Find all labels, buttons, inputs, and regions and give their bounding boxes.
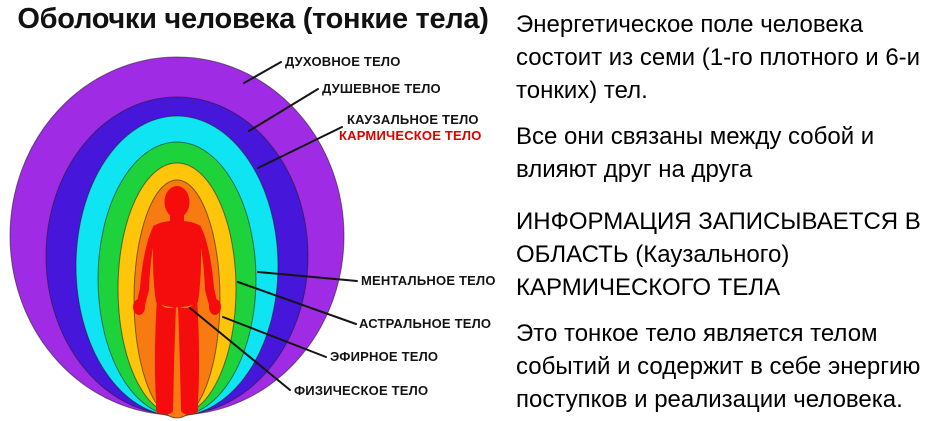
description-column: Энергетическое поле человека состоит из … xyxy=(516,8,944,416)
leader-line-astral xyxy=(237,281,357,325)
text-line: ОБЛАСТЬ (Каузального) xyxy=(516,241,790,268)
label-soul-body: ДУШЕВНОЕ ТЕЛО xyxy=(322,81,441,96)
leader-line-physical xyxy=(189,307,291,391)
leader-line-mental xyxy=(257,271,358,282)
leader-line-spiritual xyxy=(243,61,282,84)
text-line: событий и содержит в себе энергию xyxy=(516,353,921,380)
leader-line-soul xyxy=(248,88,319,132)
text-line: КАРМИЧЕСКОГО ТЕЛА xyxy=(516,274,781,301)
page-title: Оболочки человека (тонкие тела) xyxy=(17,3,489,35)
aura-diagram xyxy=(9,56,358,419)
paragraph-energy-field: Энергетическое поле человека состоит из … xyxy=(516,8,944,107)
label-causal-body: КАУЗАЛЬНОЕ ТЕЛО xyxy=(347,112,479,127)
text-line: Все они связаны между собой и xyxy=(516,123,875,150)
text-line: состоит из семи (1-го плотного и 6-и xyxy=(516,44,921,71)
paragraph-connection: Все они связаны между собой и влияют дру… xyxy=(516,120,944,186)
label-astral-body: АСТРАЛЬНОЕ ТЕЛО xyxy=(359,316,492,331)
paragraph-information: ИНФОРМАЦИЯ ЗАПИСЫВАЕТСЯ В ОБЛАСТЬ (Кауза… xyxy=(516,205,944,304)
text-line: Это тонкое тело является телом xyxy=(516,320,878,347)
label-mental-body: МЕНТАЛЬНОЕ ТЕЛО xyxy=(361,273,496,288)
label-spiritual-body: ДУХОВНОЕ ТЕЛО xyxy=(285,54,401,69)
human-figure xyxy=(133,186,221,415)
text-line: поступков и реализации человека. xyxy=(516,386,903,413)
leader-line-etheric xyxy=(222,316,327,358)
text-line: Энергетическое поле человека xyxy=(516,11,864,38)
text-line: ИНФОРМАЦИЯ ЗАПИСЫВАЕТСЯ В xyxy=(516,208,921,235)
paragraph-karmic-body: Это тонкое тело является телом событий и… xyxy=(516,317,944,416)
leader-line-causal xyxy=(257,126,343,169)
label-physical-body: ФИЗИЧЕСКОЕ ТЕЛО xyxy=(294,383,429,398)
text-line: влияют друг на друга xyxy=(516,156,753,183)
text-line: тонких) тел. xyxy=(516,77,648,104)
label-karmic-body: КАРМИЧЕСКОЕ ТЕЛО xyxy=(339,128,482,143)
label-etheric-body: ЭФИРНОЕ ТЕЛО xyxy=(330,349,439,364)
